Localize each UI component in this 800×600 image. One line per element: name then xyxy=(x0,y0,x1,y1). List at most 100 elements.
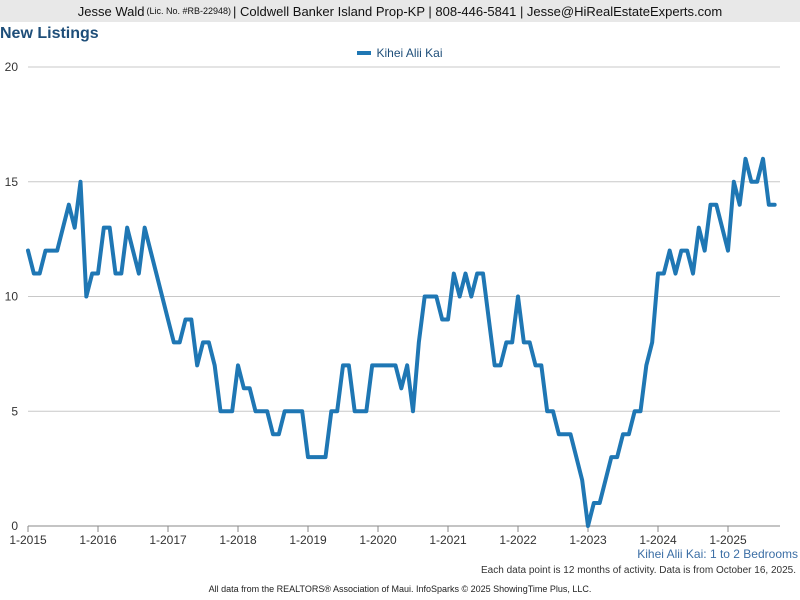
data-point xyxy=(96,271,100,276)
data-point xyxy=(586,524,590,528)
data-point xyxy=(329,409,333,413)
data-point xyxy=(382,363,386,367)
data-point xyxy=(172,340,176,344)
data-point xyxy=(248,386,252,390)
data-point xyxy=(551,409,555,413)
data-point xyxy=(108,226,112,230)
data-point xyxy=(708,203,713,207)
data-point xyxy=(166,317,170,322)
data-point xyxy=(481,271,485,276)
y-tick-label: 10 xyxy=(5,290,19,304)
data-point xyxy=(195,363,199,367)
data-point xyxy=(656,271,660,276)
data-point xyxy=(265,409,269,413)
data-point xyxy=(207,340,211,344)
data-point xyxy=(230,409,234,413)
data-point xyxy=(423,294,427,299)
x-tick-label: 1-2018 xyxy=(219,533,257,547)
data-point xyxy=(475,271,479,276)
data-point xyxy=(43,249,48,253)
data-point xyxy=(67,203,71,207)
data-point xyxy=(493,363,497,367)
data-point xyxy=(633,409,637,413)
data-point xyxy=(318,455,322,459)
legend-label: Kihei Alii Kai xyxy=(376,46,443,60)
data-point xyxy=(73,226,77,230)
data-point xyxy=(353,409,357,413)
data-point xyxy=(580,478,584,482)
data-point xyxy=(685,249,689,253)
data-point xyxy=(189,317,193,322)
data-point xyxy=(545,409,549,413)
data-point xyxy=(644,363,648,367)
data-point xyxy=(592,501,596,505)
data-point xyxy=(755,180,759,184)
y-tick-label: 0 xyxy=(11,519,18,533)
data-point xyxy=(393,363,398,367)
data-point xyxy=(498,363,503,367)
data-point xyxy=(288,409,293,413)
data-point xyxy=(90,271,94,276)
data-point xyxy=(411,409,415,413)
data-point xyxy=(388,363,392,367)
data-point xyxy=(201,340,205,344)
data-point xyxy=(55,249,59,253)
data-point xyxy=(714,203,718,207)
data-point xyxy=(598,501,602,505)
data-point xyxy=(143,226,147,230)
data-point xyxy=(49,249,53,253)
legend-swatch xyxy=(357,51,372,55)
license-number: (Lic. No. #RB-22948) xyxy=(146,6,232,16)
data-point xyxy=(323,455,328,459)
data-point xyxy=(463,271,468,276)
data-point xyxy=(627,432,631,436)
data-point xyxy=(638,409,643,413)
x-tick-label: 1-2016 xyxy=(79,533,117,547)
data-point xyxy=(113,271,118,276)
data-point xyxy=(679,249,683,253)
y-tick-label: 20 xyxy=(5,60,19,74)
data-point xyxy=(335,409,339,413)
data-point xyxy=(539,363,543,367)
data-point xyxy=(306,455,310,459)
data-point xyxy=(749,180,753,184)
x-tick-label: 1-2021 xyxy=(429,533,467,547)
data-point xyxy=(358,409,363,413)
data-point xyxy=(102,226,106,230)
x-tick-label: 1-2025 xyxy=(709,533,747,547)
data-point xyxy=(773,203,777,207)
data-point xyxy=(522,340,526,344)
data-point xyxy=(213,363,217,367)
data-point xyxy=(528,340,532,344)
data-point xyxy=(294,409,298,413)
data-point xyxy=(224,409,228,413)
data-point xyxy=(662,271,666,276)
agent-header: Jesse Wald (Lic. No. #RB-22948) | Coldwe… xyxy=(0,0,800,22)
data-point xyxy=(609,455,613,459)
data-point xyxy=(61,226,65,230)
data-point xyxy=(405,363,409,367)
data-point xyxy=(568,432,573,436)
data-point xyxy=(236,363,240,367)
data-point xyxy=(563,432,567,436)
data-point xyxy=(458,294,462,299)
data-point xyxy=(84,294,88,299)
data-point xyxy=(510,340,514,344)
data-point xyxy=(178,340,182,344)
data-point xyxy=(417,340,421,344)
data-point xyxy=(283,409,287,413)
data-point xyxy=(440,317,444,322)
chart-legend: Kihei Alii Kai xyxy=(0,46,800,60)
data-point xyxy=(271,432,275,436)
data-point xyxy=(78,180,83,184)
data-point xyxy=(738,203,742,207)
data-point xyxy=(697,226,701,230)
footer-credit: All data from the REALTORS® Association … xyxy=(208,584,592,594)
data-point xyxy=(516,294,520,299)
data-point xyxy=(574,455,578,459)
y-tick-label: 15 xyxy=(5,175,19,189)
x-tick-label: 1-2020 xyxy=(359,533,397,547)
data-point xyxy=(154,271,158,276)
data-point xyxy=(761,157,765,161)
